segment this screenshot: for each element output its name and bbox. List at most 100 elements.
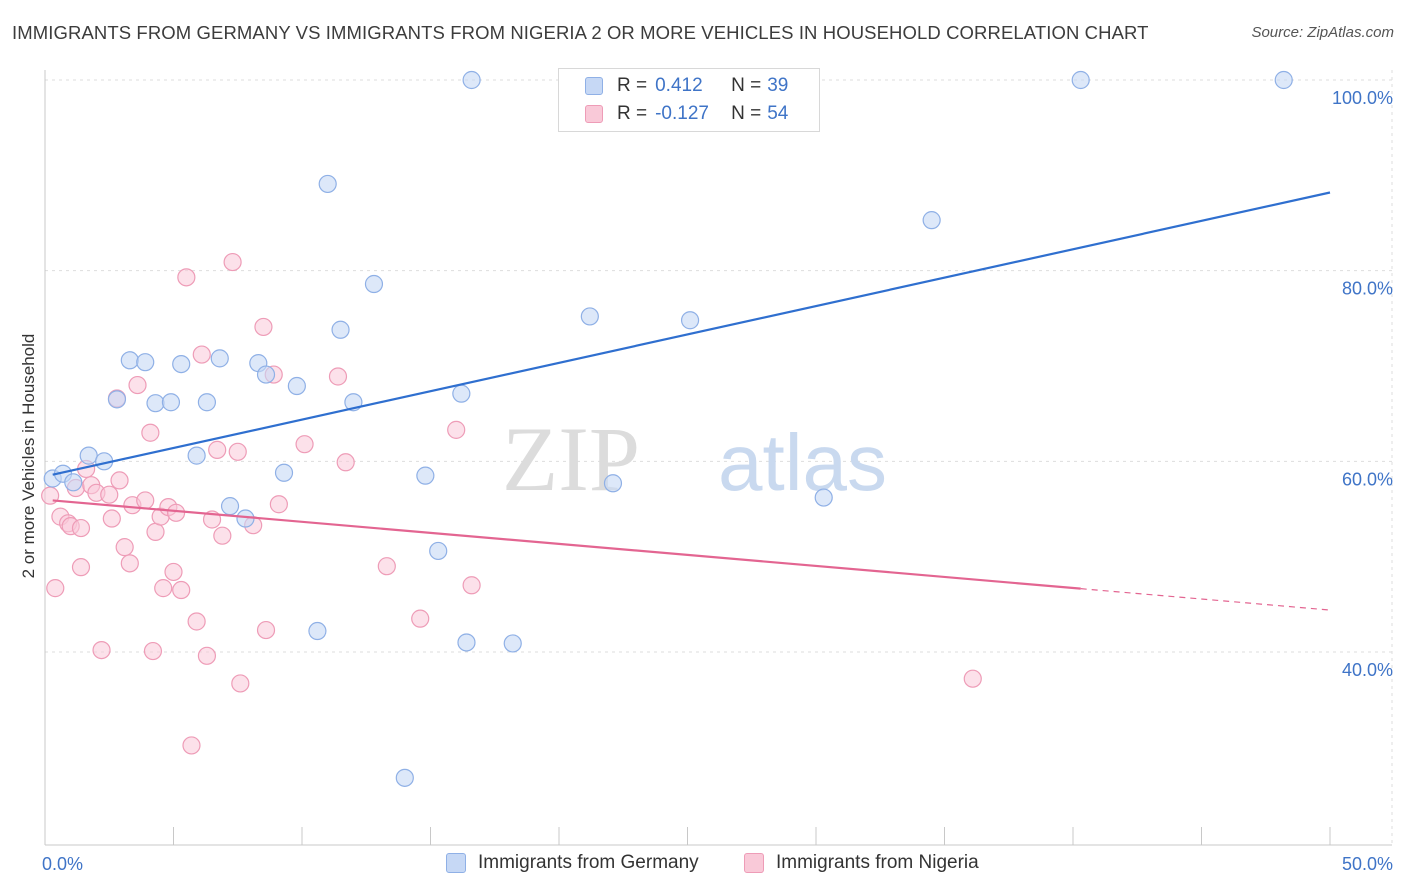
nigeria-point <box>141 423 160 442</box>
nigeria-point <box>377 557 396 576</box>
nigeria-point <box>71 558 91 577</box>
germany-point <box>256 365 276 384</box>
nigeria-point <box>92 640 111 660</box>
germany-point <box>79 446 98 465</box>
legend-n-label: N = <box>731 103 762 124</box>
germany-points <box>43 70 1293 787</box>
germany-point <box>197 393 217 412</box>
germany-point <box>172 354 191 374</box>
nigeria-point <box>208 440 227 459</box>
nigeria-point <box>71 518 91 538</box>
nigeria-point <box>328 367 348 386</box>
nigeria-point <box>254 317 273 337</box>
germany-point <box>64 473 83 492</box>
watermark-zip: ZIP <box>502 408 640 510</box>
watermark-atlas: atlas <box>718 418 887 507</box>
germany-point <box>364 274 384 294</box>
nigeria-point <box>231 674 250 693</box>
nigeria-point <box>115 538 134 557</box>
nigeria-points <box>41 252 982 755</box>
germany-point <box>603 474 623 493</box>
nigeria-swatch <box>585 105 603 123</box>
y-axis-label: 2 or more Vehicles in Household <box>19 334 38 579</box>
bottom-legend-germany-label: Immigrants from Germany <box>478 852 699 873</box>
y-tick-label: 100.0% <box>1332 88 1393 108</box>
germany-point <box>146 394 165 413</box>
legend-n-value: 39 <box>767 75 789 96</box>
source-label: Source: ZipAtlas.com <box>1251 24 1394 41</box>
germany-point <box>210 349 229 368</box>
germany-point <box>580 307 599 326</box>
legend-r-label: R = <box>617 103 648 124</box>
legend-r-label: R = <box>617 75 648 96</box>
nigeria-point <box>102 509 121 528</box>
stats-legend: R = 0.412 N = 39 R = -0.127 N = 54 <box>558 68 820 132</box>
germany-point <box>308 621 327 641</box>
nigeria-point <box>228 442 247 461</box>
germany-point <box>462 70 481 90</box>
nigeria-point <box>120 554 139 573</box>
nigeria-point <box>100 485 119 504</box>
y-tick-label: 40.0% <box>1342 660 1393 680</box>
nigeria-point <box>172 580 191 600</box>
germany-point <box>187 446 206 465</box>
nigeria-point <box>269 495 288 514</box>
germany-point <box>1071 70 1090 90</box>
trend-lines <box>52 191 1331 611</box>
legend-row-nigeria: R = -0.127 N = 54 <box>585 101 788 127</box>
nigeria-point <box>136 491 155 510</box>
legend-n-value: 54 <box>767 103 789 124</box>
germany-point <box>416 466 435 485</box>
germany-point <box>120 351 139 370</box>
legend-n-label: N = <box>731 75 762 96</box>
germany-point <box>503 634 522 653</box>
chart-title: IMMIGRANTS FROM GERMANY VS IMMIGRANTS FR… <box>12 22 1149 43</box>
germany-point <box>287 376 306 396</box>
nigeria-point <box>197 646 217 665</box>
germany-point <box>680 311 700 330</box>
nigeria-point <box>182 736 201 755</box>
nigeria-point <box>177 268 196 287</box>
y-tick-label: 60.0% <box>1342 469 1393 489</box>
nigeria-point <box>110 471 129 490</box>
germany-point <box>220 497 240 516</box>
legend-row-germany: R = 0.412 N = 39 <box>585 73 788 99</box>
germany-point <box>814 488 833 507</box>
germany-point <box>318 174 337 194</box>
x-tick-label: 50.0% <box>1342 854 1393 874</box>
legend-r-value: 0.412 <box>655 75 703 96</box>
nigeria-point <box>462 576 481 595</box>
nigeria-point <box>336 453 355 472</box>
germany-point <box>457 633 476 652</box>
nigeria-point <box>166 503 186 522</box>
nigeria-point <box>187 612 206 631</box>
germany-point <box>452 384 471 403</box>
legend-r-value: -0.127 <box>655 103 709 124</box>
nigeria-point <box>46 579 65 598</box>
x-tick-label: 0.0% <box>42 854 83 874</box>
nigeria-point <box>256 620 276 640</box>
axes <box>44 70 1392 846</box>
germany-point <box>429 541 448 561</box>
nigeria-point <box>447 420 466 439</box>
nigeria-point <box>192 345 211 364</box>
nigeria-point <box>154 579 173 598</box>
nigeria-point <box>411 609 430 628</box>
nigeria-trend-extension <box>1080 588 1331 611</box>
tick-labels: 40.0% 60.0% 80.0% 100.0% 0.0% 50.0% <box>42 88 1393 874</box>
nigeria-point <box>295 435 314 454</box>
germany-swatch <box>585 77 603 95</box>
germany-point <box>922 211 941 230</box>
bottom-legend-nigeria-label: Immigrants from Nigeria <box>776 852 979 873</box>
nigeria-point <box>164 562 183 582</box>
y-tick-label: 80.0% <box>1342 279 1393 299</box>
bottom-legend-germany: Immigrants from Germany <box>446 852 699 874</box>
germany-point <box>136 353 155 372</box>
nigeria-trend-line <box>52 499 1081 590</box>
nigeria-point <box>213 526 232 545</box>
nigeria-point <box>223 252 242 272</box>
germany-point <box>274 463 294 482</box>
germany-point <box>161 393 181 412</box>
